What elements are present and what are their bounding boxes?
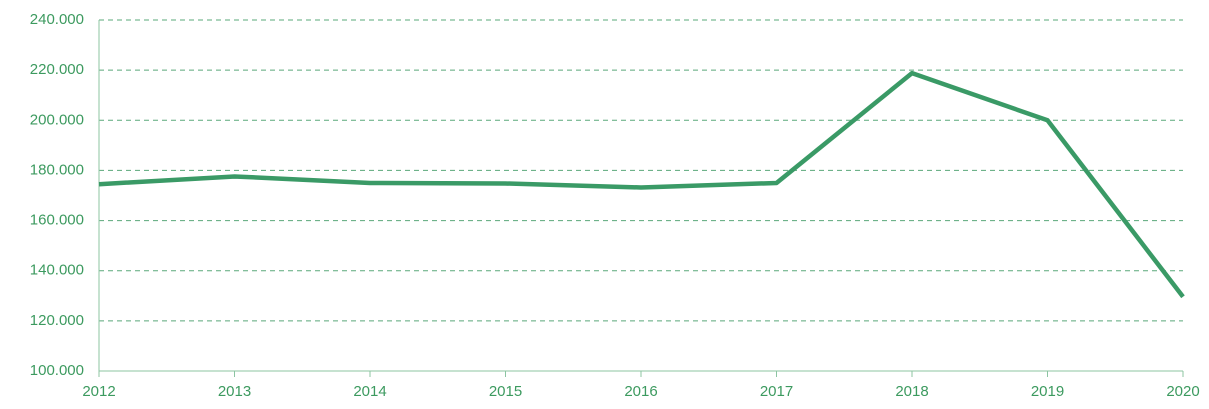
x-tick-label: 2019 <box>1031 383 1064 400</box>
x-tick-label: 2016 <box>624 383 657 400</box>
y-tick-label: 160.000 <box>30 212 84 229</box>
x-tick-label: 2020 <box>1166 383 1199 400</box>
y-tick-label: 200.000 <box>30 111 84 128</box>
y-tick-label: 220.000 <box>30 61 84 78</box>
y-tick-label: 100.000 <box>30 362 84 379</box>
x-tick-label: 2012 <box>82 383 115 400</box>
x-tick-label: 2017 <box>760 383 793 400</box>
x-tick-label: 2013 <box>218 383 251 400</box>
y-tick-label: 120.000 <box>30 312 84 329</box>
y-tick-label: 240.000 <box>30 11 84 28</box>
y-tick-label: 140.000 <box>30 262 84 279</box>
line <box>98 70 1185 299</box>
x-tick-label: 2014 <box>353 383 386 400</box>
x-tick-label: 2015 <box>489 383 522 400</box>
x-tick-label: 2018 <box>895 383 928 400</box>
y-tick-label: 180.000 <box>30 161 84 178</box>
